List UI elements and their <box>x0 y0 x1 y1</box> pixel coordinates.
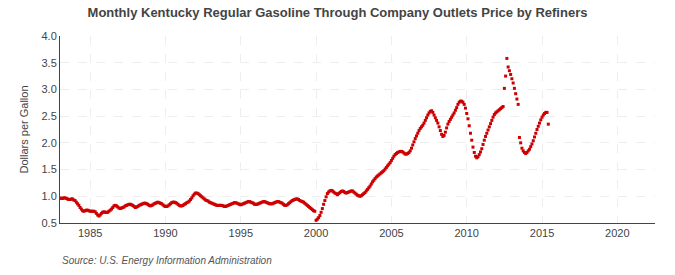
svg-text:3.0: 3.0 <box>42 83 57 95</box>
svg-text:1.0: 1.0 <box>42 190 57 202</box>
svg-text:1.5: 1.5 <box>42 163 57 175</box>
svg-text:1995: 1995 <box>229 227 253 239</box>
svg-text:1985: 1985 <box>78 227 102 239</box>
svg-text:0.5: 0.5 <box>42 217 57 229</box>
svg-text:2015: 2015 <box>530 227 554 239</box>
svg-text:Source: U.S. Energy Informatio: Source: U.S. Energy Information Administ… <box>62 255 272 266</box>
svg-text:3.5: 3.5 <box>42 57 57 69</box>
svg-text:2005: 2005 <box>379 227 403 239</box>
svg-text:2.5: 2.5 <box>42 110 57 122</box>
svg-text:2020: 2020 <box>605 227 629 239</box>
svg-text:Dollars per Gallon: Dollars per Gallon <box>18 85 30 173</box>
svg-text:2000: 2000 <box>304 227 328 239</box>
svg-text:2.0: 2.0 <box>42 137 57 149</box>
svg-text:1990: 1990 <box>153 227 177 239</box>
svg-text:2010: 2010 <box>454 227 478 239</box>
svg-text:4.0: 4.0 <box>42 30 57 42</box>
svg-text:Monthly Kentucky Regular Gasol: Monthly Kentucky Regular Gasoline Throug… <box>88 5 588 20</box>
